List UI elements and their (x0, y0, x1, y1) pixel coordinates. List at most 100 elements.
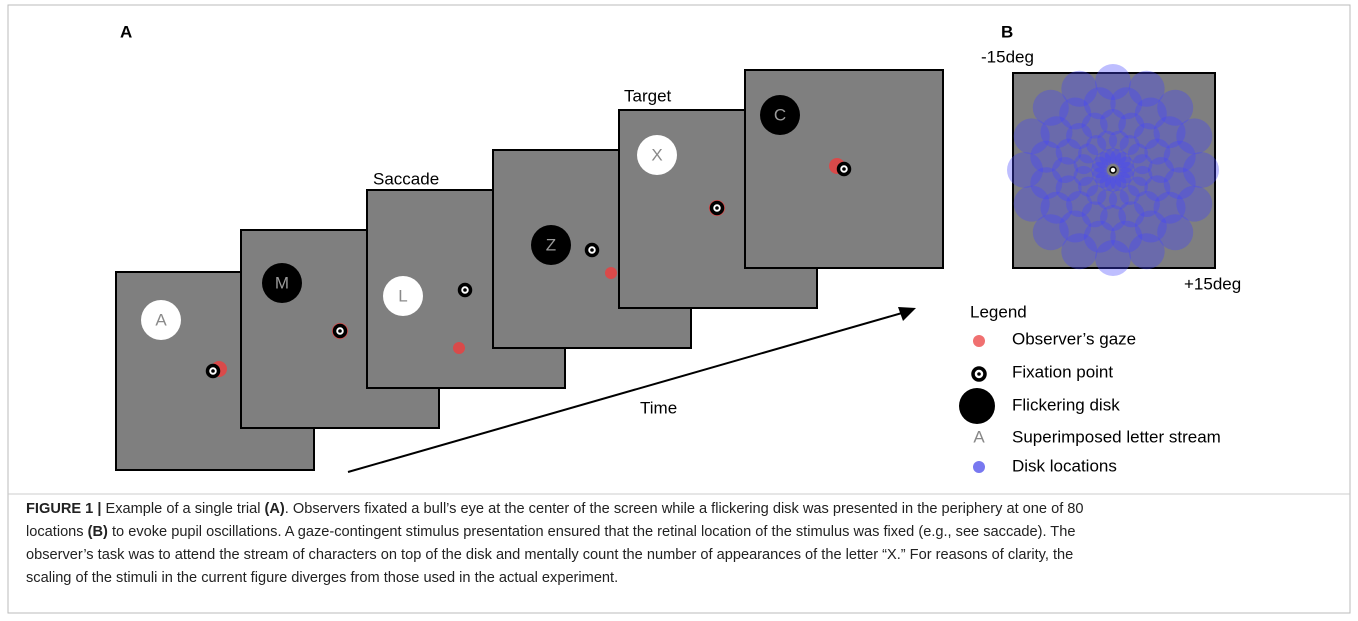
letter: Z (546, 235, 556, 254)
legend-item: Fixation point (1012, 362, 1113, 381)
disk-location (1055, 138, 1082, 165)
disk-location (1128, 70, 1165, 107)
caption-text: . Observers fixated a bull’s eye at the … (284, 501, 1084, 517)
caption-line: FIGURE 1 | Example of a single trial (A)… (26, 498, 1336, 521)
disk-location (1153, 191, 1186, 224)
disk-location (1083, 220, 1116, 253)
disk-location (1163, 140, 1196, 173)
fixation (1109, 166, 1117, 174)
legend-item: Observer’s gaze (1012, 329, 1136, 348)
flicker-disk (531, 225, 571, 265)
disk-location (1007, 152, 1043, 188)
disk-location (1073, 165, 1094, 186)
disk-location (1134, 210, 1167, 243)
disk-location (1095, 64, 1131, 100)
letter-symbol: A (973, 427, 985, 446)
time-label: Time (640, 398, 677, 417)
disk-location (1061, 70, 1098, 107)
frame (7, 4, 1351, 614)
disk-location (1081, 112, 1108, 139)
gaze (605, 267, 617, 279)
disk-location (1108, 189, 1129, 210)
disk-location (1133, 190, 1160, 217)
arrowhead (898, 307, 916, 321)
disk-location (1081, 201, 1108, 228)
disk-location (1032, 89, 1069, 126)
disk-location (1128, 233, 1165, 270)
disk-location (1144, 138, 1171, 165)
disk-location (1119, 162, 1135, 178)
location-symbol (973, 461, 985, 473)
disk-location (1183, 152, 1219, 188)
fixation-center (715, 206, 719, 210)
flicker-disk (760, 95, 800, 135)
flicker-disk (637, 135, 677, 175)
disk-location (1055, 175, 1082, 202)
caption-text: (A) (264, 501, 285, 517)
disk-location (1110, 174, 1127, 191)
disk-location (1083, 87, 1116, 120)
disk-location (1052, 157, 1078, 183)
target-label: Target (624, 86, 672, 105)
disk-location (1091, 162, 1107, 178)
caption-text: scaling of the stimuli in the current fi… (26, 570, 619, 586)
caption-text: Example of a single trial (105, 501, 265, 517)
flicker-disk (141, 300, 181, 340)
gaze (453, 342, 465, 354)
disk-location (1110, 220, 1143, 253)
fixation-center (842, 167, 846, 171)
caption-line: scaling of the stimuli in the current fi… (26, 567, 1336, 590)
disk-location (1110, 87, 1143, 120)
letter: L (398, 286, 407, 305)
time-arrow (347, 312, 903, 473)
legend-item: Disk locations (1012, 456, 1117, 475)
disk-location (1127, 176, 1148, 197)
disk-location (1032, 214, 1069, 251)
fixation-center (463, 288, 467, 292)
disk-location (1073, 154, 1094, 175)
caption-text: (B) (87, 524, 108, 540)
disk-location (1013, 185, 1050, 222)
disk-location (1163, 167, 1196, 200)
fixation-center (211, 369, 215, 373)
disk-location (1092, 156, 1109, 173)
disk-location (1092, 167, 1109, 184)
letter: M (275, 273, 289, 292)
caption-text: FIGURE 1 | (26, 501, 106, 517)
disk-location (1119, 135, 1140, 156)
disk-location (1099, 174, 1116, 191)
disk-location (1078, 176, 1099, 197)
disk-location (1086, 184, 1107, 205)
disk-location (1066, 123, 1093, 150)
panel-label: A (120, 22, 132, 41)
disk-location (1114, 171, 1131, 188)
disk-location (1013, 118, 1050, 155)
panel-label: B (1001, 22, 1013, 41)
disk-location (1127, 143, 1148, 164)
caption-text: locations (26, 524, 88, 540)
disk-location (1114, 152, 1131, 169)
disk-location (1097, 189, 1118, 210)
disk-location (1059, 210, 1092, 243)
disk-location (1108, 130, 1129, 151)
screens: A M L Z X C (115, 69, 944, 471)
fixation-center (338, 329, 342, 333)
disk-locations (1007, 64, 1219, 276)
disk-location (1059, 97, 1092, 130)
letter: X (651, 145, 662, 164)
disk-location (1097, 130, 1118, 151)
disk-location (1132, 154, 1153, 175)
gaze-symbol (973, 335, 985, 347)
disk-location (1119, 184, 1140, 205)
caption-line: observer’s task was to attend the stream… (26, 544, 1336, 567)
disk-location (1086, 135, 1107, 156)
caption-text: to evoke pupil oscillations. A gaze-cont… (107, 524, 1076, 540)
disk-location (1153, 116, 1186, 149)
disk-location (1176, 185, 1213, 222)
disk-location (1040, 191, 1073, 224)
disk-symbol (959, 388, 995, 424)
disk-location (1134, 97, 1167, 130)
disk-location (1095, 240, 1131, 276)
